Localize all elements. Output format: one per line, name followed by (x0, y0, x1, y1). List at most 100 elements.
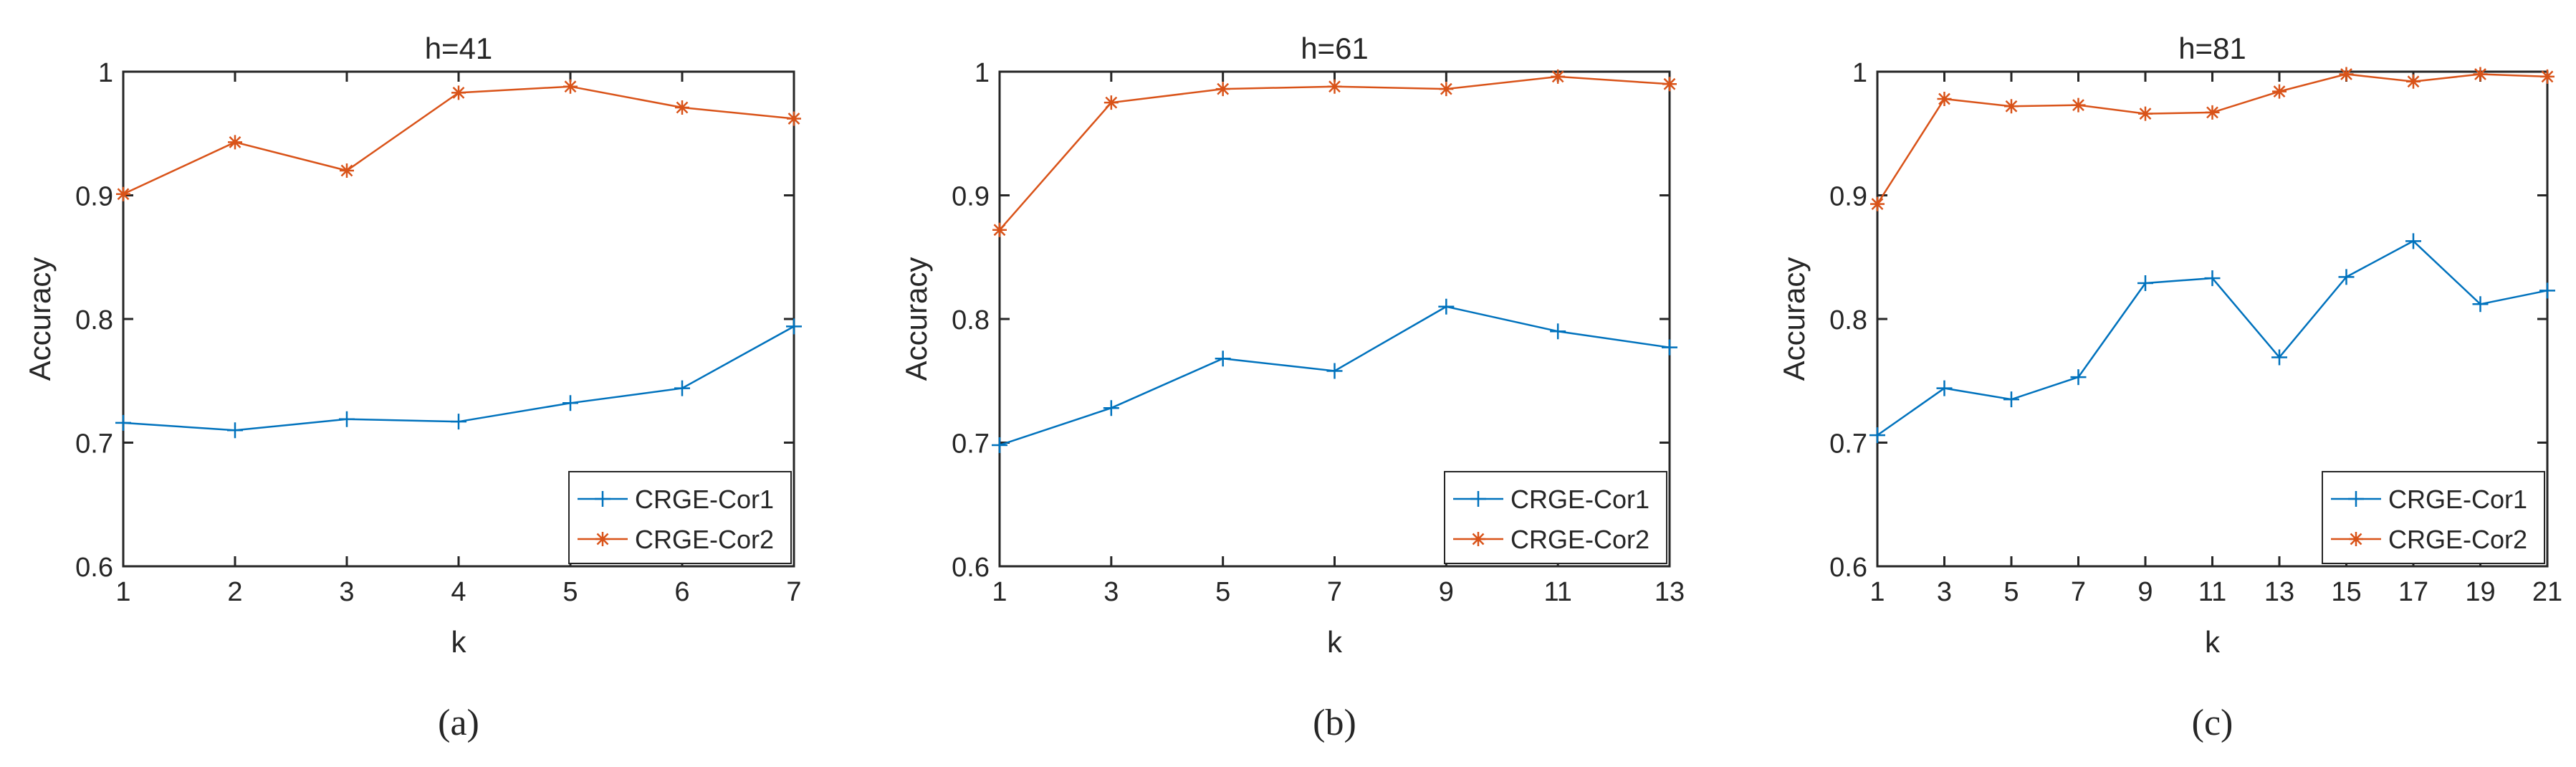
data-point (2004, 99, 2019, 114)
x-tick-label: 1 (992, 577, 1007, 607)
x-tick-label: 15 (2331, 577, 2361, 607)
data-point (1550, 323, 1566, 340)
figure-caption: (a) (438, 702, 479, 743)
x-tick-label: 7 (1327, 577, 1342, 607)
data-point (2473, 67, 2488, 82)
data-point (1215, 82, 1230, 97)
legend-label: CRGE-Cor2 (2388, 525, 2527, 554)
data-point (2071, 97, 2086, 113)
x-tick-label: 5 (1215, 577, 1230, 607)
data-point (992, 222, 1007, 237)
data-point (228, 135, 242, 150)
x-tick-label: 13 (1655, 577, 1685, 607)
legend-label: CRGE-Cor1 (2388, 485, 2527, 514)
data-point (1215, 351, 1231, 367)
series-line-crge-cor2 (999, 75, 1670, 231)
data-point (1869, 427, 1885, 444)
y-tick-label: 1 (98, 58, 113, 88)
data-point (1103, 95, 1119, 110)
x-tick-label: 17 (2398, 577, 2428, 607)
legend-label: CRGE-Cor1 (635, 485, 774, 514)
chart-title: h=61 (1301, 32, 1369, 65)
legend-marker (595, 491, 611, 507)
x-tick-label: 21 (2532, 577, 2562, 607)
data-point (115, 414, 131, 431)
x-tick-label: 1 (1869, 577, 1885, 607)
y-tick-label: 0.7 (952, 429, 990, 459)
data-point (116, 186, 130, 201)
y-tick-label: 0.6 (75, 553, 113, 583)
y-tick-label: 0.6 (1829, 553, 1867, 583)
data-point (992, 437, 1007, 453)
data-point (1662, 339, 1677, 356)
y-axis-label: Accuracy (899, 257, 933, 381)
data-point (2472, 296, 2489, 313)
data-point (675, 100, 689, 115)
series-line-crge-cor2 (123, 85, 795, 195)
data-point (340, 163, 354, 178)
data-point (2204, 270, 2221, 287)
x-axis-label: k (451, 625, 467, 659)
y-tick-label: 0.8 (1829, 305, 1867, 335)
data-point (451, 414, 466, 430)
data-point (451, 85, 466, 100)
chart-panel-2: 0.60.70.80.911 3 5 7 9 11 13h=61kAccuracy(b)CR… (899, 32, 1685, 743)
y-tick-label: 0.8 (952, 305, 990, 335)
x-tick-label: 7 (2071, 577, 2086, 607)
chart-title: h=81 (2178, 32, 2246, 65)
legend: CRGE-Cor1 CRGE-Cor2 (568, 471, 792, 564)
data-point (1103, 400, 1119, 416)
data-point (674, 380, 690, 396)
data-point (2405, 233, 2421, 249)
data-point (2271, 349, 2287, 366)
x-tick-label: 11 (2198, 577, 2226, 607)
x-tick-label: 3 (339, 577, 354, 607)
x-tick-label: 3 (1103, 577, 1119, 607)
y-tick-label: 0.9 (952, 182, 990, 212)
y-tick-label: 1 (1852, 58, 1867, 88)
legend-label: CRGE-Cor1 (1510, 485, 1649, 514)
data-point (1326, 363, 1343, 379)
data-point (227, 422, 243, 439)
legend: CRGE-Cor1 CRGE-Cor2 (2322, 471, 2545, 564)
series-line-crge-cor1 (1877, 239, 2548, 437)
legend-box (568, 471, 792, 564)
y-tick-label: 0.9 (75, 182, 113, 212)
x-tick-label: 9 (1439, 577, 1454, 607)
legend-marker (595, 532, 610, 546)
legend-label: CRGE-Cor2 (1510, 525, 1649, 554)
data-point (2339, 67, 2354, 82)
legend-marker (1471, 532, 1485, 546)
y-axis-label: Accuracy (23, 257, 57, 381)
data-point (2338, 269, 2355, 285)
legend-marker (1470, 491, 1486, 507)
data-point (1937, 91, 1952, 106)
x-axis-label: k (1327, 625, 1343, 659)
data-point (1662, 77, 1677, 92)
legend-marker (2349, 532, 2363, 546)
legend-label: CRGE-Cor2 (635, 525, 774, 554)
chart-title: h=41 (425, 32, 493, 65)
x-tick-label: 1 (115, 577, 130, 607)
series-line-crge-cor2 (1876, 73, 2548, 205)
data-point (1438, 298, 1455, 315)
data-point (787, 111, 801, 126)
data-point (2205, 105, 2220, 120)
data-point (2406, 74, 2421, 89)
x-tick-label: 19 (2465, 577, 2495, 607)
y-tick-label: 0.7 (1829, 429, 1867, 459)
figure-caption: (c) (2192, 702, 2233, 743)
data-point (562, 395, 578, 411)
data-point (2137, 275, 2153, 291)
x-tick-label: 6 (674, 577, 689, 607)
data-point (1551, 69, 1566, 84)
x-tick-label: 4 (451, 577, 466, 607)
data-point (2540, 69, 2555, 84)
x-axis-label: k (2205, 625, 2221, 659)
x-tick-label: 11 (1543, 577, 1571, 607)
legend-box (2322, 471, 2545, 564)
data-point (2272, 84, 2287, 99)
legend-box (1444, 471, 1667, 564)
x-tick-label: 3 (1937, 577, 1952, 607)
